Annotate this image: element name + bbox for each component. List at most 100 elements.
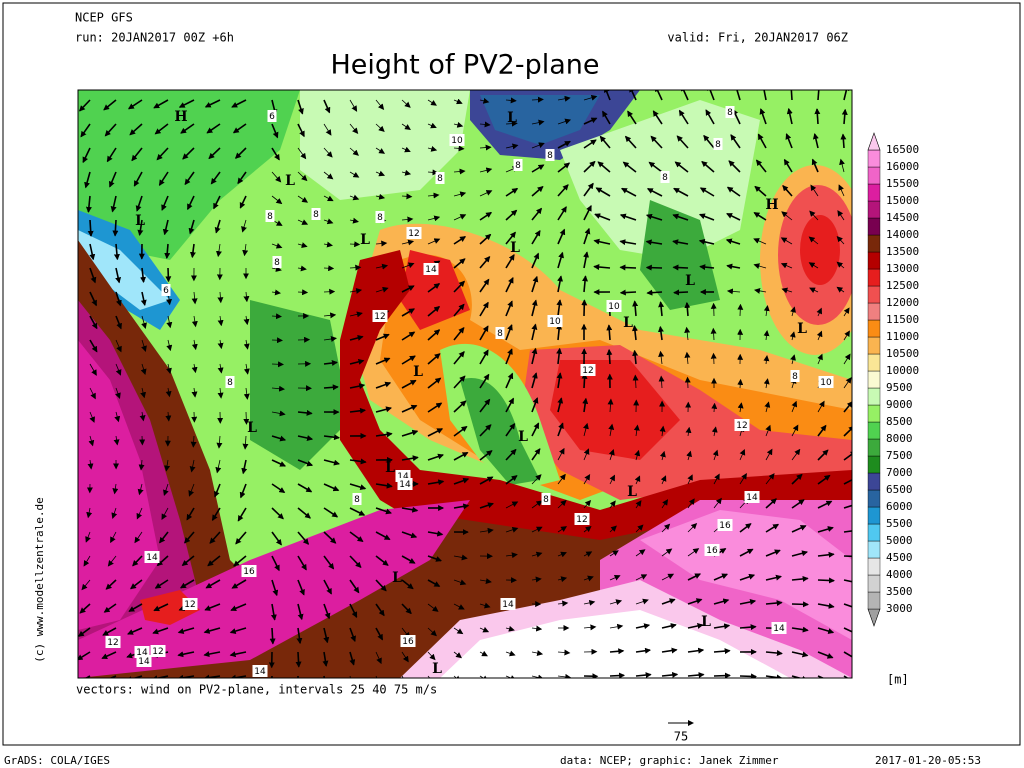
wind-arrow bbox=[757, 133, 767, 149]
wind-arrow bbox=[83, 555, 91, 567]
wind-arrow bbox=[88, 435, 95, 447]
contour-label: 8 bbox=[227, 378, 233, 388]
wind-arrow bbox=[349, 555, 362, 569]
wind-arrow bbox=[323, 195, 334, 202]
wind-arrow bbox=[505, 209, 518, 221]
colorbar-label: 5500 bbox=[886, 517, 913, 530]
wind-arrow bbox=[297, 409, 313, 416]
wind-arrow bbox=[162, 219, 169, 236]
wind-arrow bbox=[609, 623, 624, 630]
wind-arrow bbox=[453, 168, 466, 175]
wind-arrow bbox=[583, 474, 591, 485]
wind-arrow bbox=[132, 555, 143, 567]
colorbar-bin bbox=[867, 285, 881, 304]
contour-label: 14 bbox=[136, 648, 148, 658]
wind-arrow bbox=[557, 673, 572, 678]
wind-arrow bbox=[531, 96, 544, 103]
wind-arrow bbox=[427, 99, 437, 106]
contour-label-box bbox=[311, 208, 321, 220]
wind-arrow bbox=[271, 147, 280, 161]
wind-arrow bbox=[243, 291, 250, 303]
colorbar-arrow-high bbox=[867, 132, 881, 151]
wind-arrow bbox=[687, 498, 695, 509]
wind-arrow bbox=[85, 195, 92, 213]
wind-arrow bbox=[505, 348, 513, 365]
wind-arrow bbox=[557, 118, 572, 125]
colorbar-bin bbox=[867, 370, 881, 389]
contour-label: 12 bbox=[184, 600, 195, 610]
wind-arrow bbox=[229, 651, 247, 658]
wind-arrow bbox=[323, 555, 335, 570]
wind-arrow bbox=[840, 133, 847, 149]
colorbar-bin bbox=[867, 149, 881, 168]
wind-arrow bbox=[208, 147, 221, 160]
contour-label-box bbox=[606, 300, 622, 312]
wind-arrow bbox=[531, 448, 541, 461]
wind-arrow bbox=[809, 287, 819, 293]
wind-arrow bbox=[839, 158, 845, 173]
contour-label-box bbox=[704, 544, 720, 556]
wind-arrow bbox=[505, 526, 519, 533]
colorbar-label: 10000 bbox=[886, 364, 919, 377]
wind-arrow bbox=[817, 627, 835, 634]
wind-arrow bbox=[531, 207, 543, 221]
pressure-center-label: L bbox=[247, 420, 257, 436]
wind-arrow bbox=[817, 424, 827, 437]
wind-arrow bbox=[531, 347, 538, 365]
colorbar-bin bbox=[867, 387, 881, 406]
wind-arrow bbox=[297, 195, 309, 203]
wind-arrow bbox=[739, 523, 752, 533]
wind-arrow bbox=[479, 190, 493, 197]
wind-arrow bbox=[115, 387, 121, 399]
wind-arrow bbox=[728, 160, 741, 173]
wind-arrow bbox=[177, 674, 195, 678]
wind-arrow bbox=[188, 219, 195, 235]
wind-arrow bbox=[739, 573, 756, 581]
wind-arrow bbox=[739, 599, 757, 605]
wind-arrow bbox=[505, 650, 516, 657]
wind-arrow bbox=[661, 548, 673, 557]
contour-label-box bbox=[435, 172, 445, 184]
wind-arrow bbox=[583, 160, 596, 173]
wind-arrow bbox=[635, 598, 649, 605]
wind-arrow bbox=[427, 428, 444, 437]
wind-arrow bbox=[102, 627, 117, 636]
wind-arrow bbox=[111, 507, 118, 519]
wind-arrow bbox=[659, 450, 666, 461]
wind-arrow bbox=[479, 578, 492, 584]
wind-arrow bbox=[648, 161, 663, 173]
title: Height of PV2-plane bbox=[330, 50, 599, 81]
wind-arrow bbox=[165, 387, 172, 398]
wind-arrow bbox=[838, 184, 845, 197]
wind-arrow bbox=[401, 404, 418, 413]
wind-arrow bbox=[100, 675, 117, 678]
pressure-center-label: L bbox=[685, 273, 695, 289]
wind-arrow bbox=[453, 191, 467, 198]
wind-arrow bbox=[323, 579, 333, 595]
contour-label: 14 bbox=[254, 667, 266, 677]
wind-arrow bbox=[349, 194, 360, 201]
wind-arrow bbox=[89, 363, 97, 376]
wind-arrow bbox=[110, 195, 117, 213]
wind-arrow bbox=[505, 143, 519, 150]
wind-arrow bbox=[711, 402, 718, 413]
wind-arrow bbox=[836, 235, 845, 245]
wind-arrow bbox=[505, 300, 513, 317]
wind-arrow bbox=[791, 424, 799, 437]
wind-arrow bbox=[635, 574, 648, 581]
wind-arrow bbox=[297, 603, 304, 621]
wind-arrow bbox=[531, 397, 539, 413]
wind-arrow bbox=[229, 674, 247, 678]
wind-arrow bbox=[215, 243, 222, 258]
wind-arrow bbox=[699, 187, 715, 197]
contour-label: 14 bbox=[746, 493, 758, 503]
wind-arrow bbox=[602, 110, 611, 125]
contour-label: 8 bbox=[662, 173, 668, 183]
wind-arrow bbox=[164, 459, 171, 472]
contour-label: 12 bbox=[736, 421, 747, 431]
colorbar-label: 7000 bbox=[886, 466, 913, 479]
colorbar-label: 8000 bbox=[886, 432, 913, 445]
wind-arrow bbox=[583, 251, 590, 269]
wind-arrow bbox=[479, 502, 494, 509]
wind-arrow bbox=[203, 627, 221, 634]
